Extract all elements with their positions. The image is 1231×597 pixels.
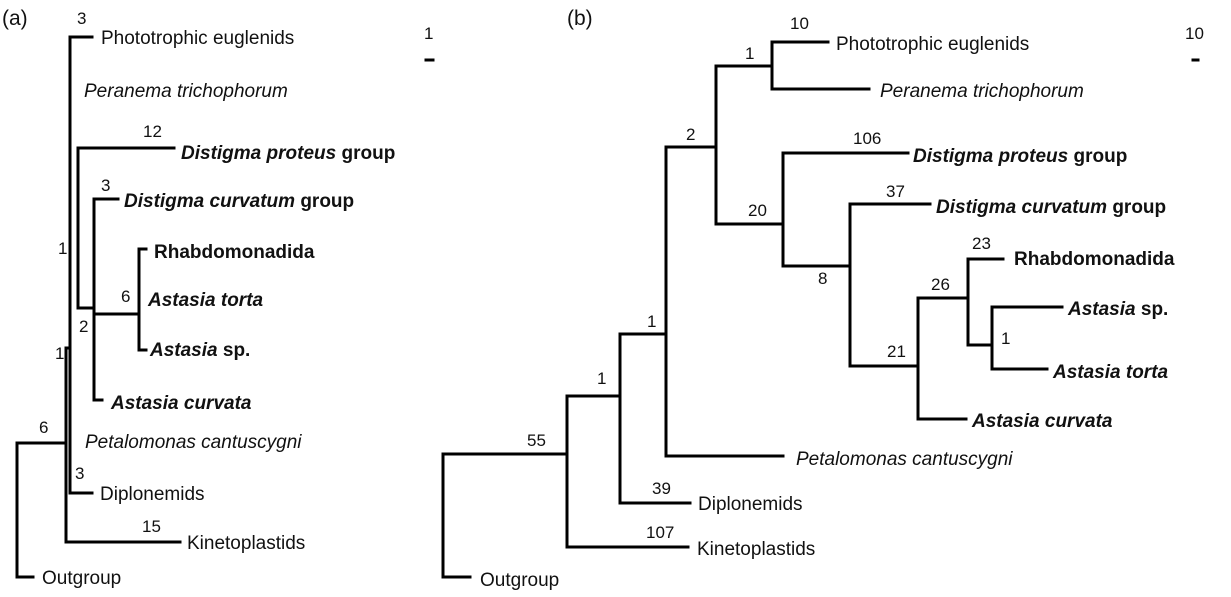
panel-a-taxon-distigma-curvatum: Distigma curvatum group bbox=[124, 191, 354, 212]
panel-a-bl-distigma-proteus: 12 bbox=[143, 122, 162, 141]
panel-b-bl-node8: 8 bbox=[818, 269, 827, 288]
panel-b-bl-node20: 20 bbox=[748, 201, 767, 220]
panel-b-taxon-astasia-curvata: Astasia curvata bbox=[971, 411, 1113, 432]
panel-a-taxon-distigma-proteus: Distigma proteus group bbox=[181, 143, 395, 164]
panel-a-bl-kinetoplastids: 15 bbox=[142, 517, 161, 536]
panel-a-taxon-peranema: Peranema trichophorum bbox=[84, 81, 288, 102]
panel-b-bl-node26: 26 bbox=[931, 275, 950, 294]
panel-a-bl-astasia-clade: 6 bbox=[121, 287, 130, 306]
panel-b-bl-node2: 2 bbox=[686, 125, 695, 144]
panel-a-euglenozoa-stem bbox=[64, 346, 182, 544]
panel-a-taxon-astasia-curvata: Astasia curvata bbox=[110, 393, 252, 414]
panel-a-bl-root: 6 bbox=[39, 418, 48, 437]
panel-b-bl-phototrophic: 10 bbox=[790, 14, 809, 33]
panel-b-bl-astasia-pair: 1 bbox=[1001, 329, 1010, 348]
panel-b-node26-vertical bbox=[966, 257, 994, 347]
panel-a-taxon-astasia-sp: Astasia sp. bbox=[149, 340, 250, 361]
panel-a-outgroup-branch bbox=[15, 441, 35, 579]
panel-b-taxon-diplonemids: Diplonemids bbox=[698, 494, 803, 515]
panel-a-distigma-vertical bbox=[76, 146, 94, 310]
panel-b-taxon-rhabdomonadida: Rhabdomonadida bbox=[1014, 249, 1175, 270]
panel-b-taxon-distigma-proteus: Distigma proteus group bbox=[913, 146, 1127, 167]
panel-b-astasia-pair-vertical bbox=[990, 305, 1049, 371]
panel-b-euglenid-vertical bbox=[664, 145, 785, 458]
panel-a-euglenid-vertical bbox=[68, 35, 94, 495]
panel-b-label: (b) bbox=[567, 7, 593, 30]
panel-a-taxon-rhabdomonadida: Rhabdomonadida bbox=[154, 242, 315, 263]
panel-b-taxon-distigma-curvatum: Distigma curvatum group bbox=[936, 197, 1166, 218]
panel-a-taxon-astasia-torta: Astasia torta bbox=[147, 290, 264, 311]
panel-b-taxon-kinetoplastids: Kinetoplastids bbox=[697, 539, 815, 560]
panel-a-bl-distigma-curvatum: 3 bbox=[101, 176, 110, 195]
panel-b-node2-vertical bbox=[714, 64, 785, 226]
panel-a-bl-node2: 2 bbox=[79, 317, 88, 336]
panel-a-bl-diplonemids: 3 bbox=[75, 464, 84, 483]
panel-a-bl-phototrophic: 3 bbox=[77, 9, 86, 28]
panel-b-bl-root: 55 bbox=[527, 431, 546, 450]
panel-a-taxon-outgroup: Outgroup bbox=[42, 568, 121, 589]
panel-b-bl-distigma-curvatum: 37 bbox=[886, 182, 905, 201]
panel-b-bl-diplonemids: 39 bbox=[652, 479, 671, 498]
panel-a-astasia-vertical bbox=[137, 247, 148, 352]
panel-b-bl-kinetoplastids: 107 bbox=[646, 523, 674, 542]
panel-b-node21-vertical bbox=[916, 296, 968, 421]
panel-b-bl-diplo-node: 1 bbox=[597, 369, 606, 388]
panel-b-photo-peranema-vertical bbox=[770, 40, 871, 91]
panel-b-taxon-phototrophic: Phototrophic euglenids bbox=[836, 34, 1029, 55]
panel-b-taxon-astasia-sp: Astasia sp. bbox=[1067, 299, 1168, 320]
panel-a-bl-euglenid-node: 1 bbox=[58, 239, 67, 258]
panel-b-outgroup-branch bbox=[441, 452, 472, 579]
panel-b-scale-value: 10 bbox=[1185, 24, 1204, 43]
panel-b-taxon-peranema: Peranema trichophorum bbox=[880, 81, 1084, 102]
panel-a-taxon-petalomonas: Petalomonas cantuscygni bbox=[85, 432, 302, 453]
panel-b-tree: (b) 10 10 1 2 106 20 37 8 23 bbox=[441, 7, 1204, 591]
panel-b-taxon-astasia-torta: Astasia torta bbox=[1052, 362, 1169, 383]
panel-b-bl-rhabdo: 23 bbox=[972, 234, 991, 253]
panel-a-label: (a) bbox=[2, 7, 28, 30]
panel-a-bl-euglenozoa-node: 1 bbox=[55, 344, 64, 363]
panel-b-taxon-outgroup: Outgroup bbox=[480, 570, 559, 591]
panel-b-bl-node-photo-peranema: 1 bbox=[745, 44, 754, 63]
panel-b-bl-euglenid-node: 1 bbox=[647, 312, 656, 331]
panel-b-diplo-kineto-vertical bbox=[565, 394, 690, 549]
panel-b-taxon-petalomonas: Petalomonas cantuscygni bbox=[796, 449, 1013, 470]
panel-a-scale-value: 1 bbox=[424, 24, 433, 43]
panel-b-diplo-vertical bbox=[618, 332, 692, 505]
panel-a-node2-vertical bbox=[92, 197, 104, 402]
panel-a-tree: (a) 1 3 12 3 6 2 1 1 6 3 15 Phototrophic… bbox=[2, 7, 435, 589]
panel-a-taxon-phototrophic: Phototrophic euglenids bbox=[101, 28, 294, 49]
panel-a-taxon-diplonemids: Diplonemids bbox=[100, 484, 205, 505]
panel-b-node8-vertical bbox=[848, 202, 920, 368]
panel-b-bl-node21: 21 bbox=[887, 342, 906, 361]
panel-b-node20-vertical bbox=[781, 151, 852, 268]
panel-a-taxon-kinetoplastids: Kinetoplastids bbox=[187, 533, 305, 554]
panel-b-bl-distigma-proteus: 106 bbox=[853, 129, 881, 148]
